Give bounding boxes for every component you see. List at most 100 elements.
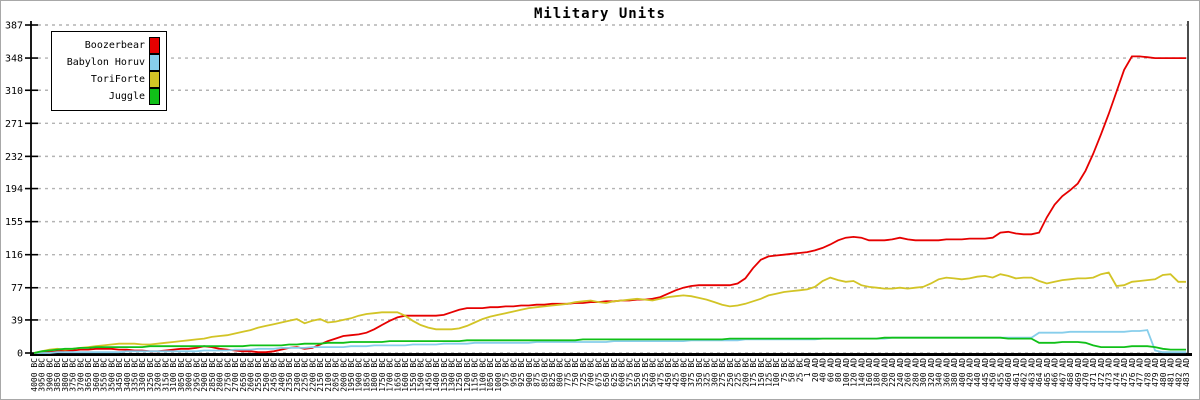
x-tick-label: 1900 BC: [355, 358, 364, 392]
x-tick-label: 3750 BC: [69, 358, 78, 392]
x-tick-label: 3850 BC: [53, 358, 62, 392]
x-tick-label: 2850 BC: [208, 358, 217, 392]
legend-label: Babylon Horuv: [66, 57, 145, 68]
x-tick-label: 1300 BC: [448, 358, 457, 392]
x-tick-label: 100 BC: [772, 358, 781, 387]
y-tick-label: 155: [5, 217, 23, 228]
y-tick-label: 0: [17, 349, 23, 360]
x-tick-label: 260 AD: [904, 358, 913, 387]
x-tick-label: 100 AD: [842, 358, 851, 387]
y-tick-label: 232: [5, 152, 23, 163]
x-tick-label: 2500 BC: [262, 358, 271, 392]
x-tick-label: 400 AD: [958, 358, 967, 387]
x-tick-label: 474 AD: [1112, 358, 1121, 387]
x-tick-label: 400 BC: [679, 358, 688, 387]
x-tick-label: 482 AD: [1174, 358, 1183, 387]
series-line-toriforte: [33, 271, 1186, 354]
x-tick-label: 20 AD: [811, 358, 820, 382]
x-tick-label: 450 BC: [664, 358, 673, 387]
x-tick-label: 220 AD: [888, 358, 897, 387]
x-tick-label: 375 BC: [687, 358, 696, 387]
x-tick-label: 1 AD: [803, 358, 812, 377]
x-tick-label: 464 AD: [1035, 358, 1044, 387]
x-tick-label: 775 BC: [563, 358, 572, 387]
x-tick-label: 2750 BC: [223, 358, 232, 392]
x-tick-label: 472 AD: [1097, 358, 1106, 387]
x-tick-label: 340 AD: [935, 358, 944, 387]
x-tick-label: 2100 BC: [324, 358, 333, 392]
x-tick-label: 3650 BC: [84, 358, 93, 392]
x-tick-label: 225 BC: [734, 358, 743, 387]
x-tick-label: 3600 BC: [92, 358, 101, 392]
x-tick-label: 481 AD: [1167, 358, 1176, 387]
x-tick-label: 476 AD: [1128, 358, 1137, 387]
x-tick-label: 350 BC: [695, 358, 704, 387]
legend-color-swatch: [149, 54, 160, 71]
x-tick-label: 40 AD: [819, 358, 828, 382]
x-tick-label: 3400 BC: [123, 358, 132, 392]
x-tick-label: 1550 BC: [409, 358, 418, 392]
x-tick-label: 180 AD: [873, 358, 882, 387]
x-tick-label: 1200 BC: [463, 358, 472, 392]
series-line-boozerbear: [33, 55, 1186, 354]
y-tick-label: 116: [5, 250, 23, 261]
x-tick-label: 275 BC: [718, 358, 727, 387]
x-tick-label: 3150 BC: [161, 358, 170, 392]
x-tick-label: 477 AD: [1136, 358, 1145, 387]
x-tick-label: 160 AD: [865, 358, 874, 387]
x-tick-label: 2950 BC: [192, 358, 201, 392]
legend-color-swatch: [149, 88, 160, 105]
x-tick-label: 2300 BC: [293, 358, 302, 392]
x-tick-label: 825 BC: [548, 358, 557, 387]
x-tick-label: 445 AD: [981, 358, 990, 387]
x-tick-label: 3100 BC: [169, 358, 178, 392]
x-tick-label: 875 BC: [533, 358, 542, 387]
x-tick-label: 463 AD: [1027, 358, 1036, 387]
x-tick-label: 2450 BC: [270, 358, 279, 392]
x-tick-label: 461 AD: [1012, 358, 1021, 387]
x-tick-label: 200 AD: [880, 358, 889, 387]
x-tick-label: 479 AD: [1151, 358, 1160, 387]
x-tick-label: 575 BC: [625, 358, 634, 387]
x-tick-label: 1450 BC: [424, 358, 433, 392]
x-tick-label: 750 BC: [571, 358, 580, 387]
x-tick-label: 300 BC: [710, 358, 719, 387]
x-tick-label: 1050 BC: [486, 358, 495, 392]
x-tick-label: 925 BC: [517, 358, 526, 387]
x-tick-label: 467 AD: [1058, 358, 1067, 387]
legend-item-juggle: Juggle: [56, 88, 160, 105]
y-tick-label: 387: [5, 21, 23, 32]
x-tick-label: 2150 BC: [316, 358, 325, 392]
x-tick-label: 650 BC: [602, 358, 611, 387]
x-tick-label: 975 BC: [502, 358, 511, 387]
x-tick-label: 2800 BC: [216, 358, 225, 392]
x-tick-label: 3900 BC: [45, 358, 54, 392]
x-tick-label: 2250 BC: [301, 358, 310, 392]
x-tick-label: 3550 BC: [100, 358, 109, 392]
x-tick-label: 280 AD: [911, 358, 920, 387]
x-tick-label: 1950 BC: [347, 358, 356, 392]
x-tick-label: 425 BC: [672, 358, 681, 387]
x-tick-label: 600 BC: [618, 358, 627, 387]
x-tick-label: 2550 BC: [254, 358, 263, 392]
x-tick-label: 466 AD: [1051, 358, 1060, 387]
x-tick-label: 3450 BC: [115, 358, 124, 392]
x-tick-label: 2000 BC: [339, 358, 348, 392]
x-tick-label: 440 AD: [973, 358, 982, 387]
x-tick-label: 950 BC: [509, 358, 518, 387]
x-tick-label: 455 AD: [996, 358, 1005, 387]
y-tick-label: 77: [11, 283, 23, 294]
legend-item-toriforte: ToriForte: [56, 71, 160, 88]
x-tick-label: 478 AD: [1143, 358, 1152, 387]
x-tick-label: 525 BC: [641, 358, 650, 387]
x-tick-label: 475 AD: [1120, 358, 1129, 387]
x-tick-label: 175 BC: [749, 358, 758, 387]
x-tick-label: 625 BC: [610, 358, 619, 387]
chart-title: Military Units: [533, 6, 666, 22]
x-tick-label: 471 AD: [1089, 358, 1098, 387]
x-tick-label: 1750 BC: [378, 358, 387, 392]
x-tick-label: 360 AD: [942, 358, 951, 387]
x-tick-label: 468 AD: [1066, 358, 1075, 387]
